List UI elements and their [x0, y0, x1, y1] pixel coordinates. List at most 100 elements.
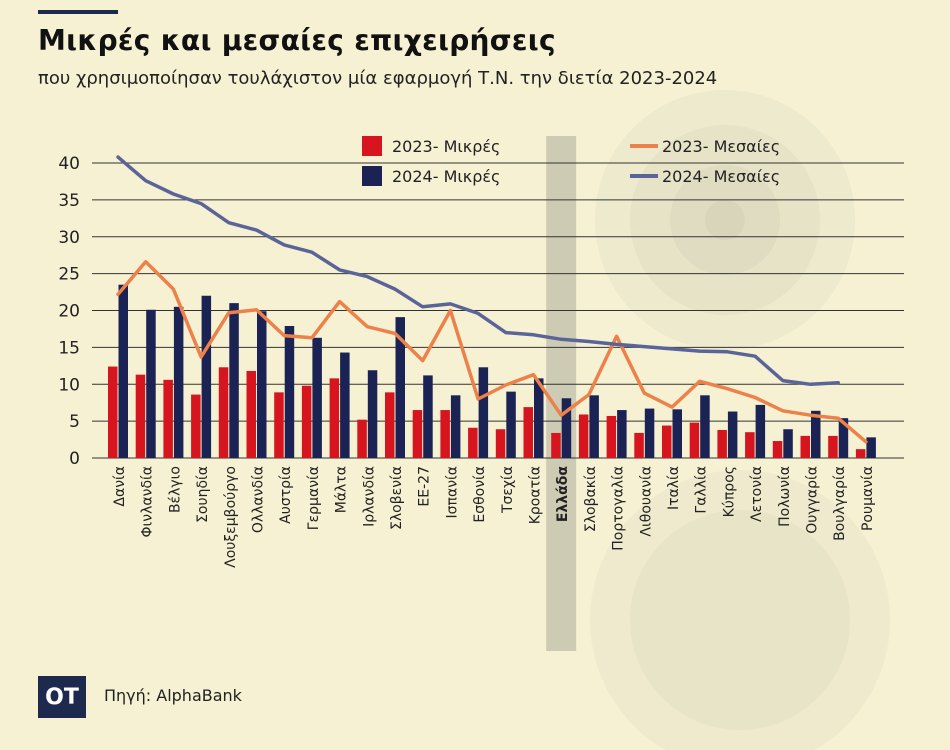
bar-2023-small	[855, 449, 866, 458]
bar-2024-small	[672, 409, 682, 458]
page-subtitle: που χρησιμοποίησαν τουλάχιστον μία εφαρμ…	[38, 68, 718, 89]
source-note: Πηγή: AlphaBank	[104, 686, 242, 705]
bar-2023-small	[357, 419, 367, 458]
y-tick-label: 35	[58, 191, 80, 211]
line-2024-medium	[116, 155, 840, 387]
x-tick-label: Δανία	[112, 466, 128, 507]
legend-label: 2023- Μεσαίες	[662, 137, 780, 156]
bar-2023-small	[717, 429, 727, 458]
bar-2024-small	[423, 375, 433, 458]
y-tick-label: 30	[58, 228, 80, 248]
legend-swatch	[362, 136, 382, 156]
x-tick-label: Ιταλία	[666, 466, 682, 510]
bar-2023-small	[662, 425, 672, 458]
bar-2023-small	[108, 366, 118, 458]
bar-2023-small	[828, 435, 838, 458]
x-tick-label: Ρουμανία	[860, 466, 876, 531]
gridlines	[92, 162, 904, 459]
x-tick-label: ΕΕ-27	[417, 466, 433, 507]
x-tick-label: Γερμανία	[306, 466, 322, 530]
x-tick-label: Ουγγαρία	[805, 466, 821, 534]
decor-circle	[705, 200, 745, 240]
bar-2024-small	[617, 410, 627, 458]
bar-2023-small	[135, 374, 146, 458]
bar-2023-small	[163, 379, 173, 458]
bar-2024-small	[589, 395, 599, 458]
x-axis-labels: Δανία Φινλανδία Βέλγιο Σουηδία Λουξεμβούργο Ο…	[112, 466, 876, 568]
bar-2023-small	[551, 432, 561, 458]
y-tick-label: 10	[58, 375, 80, 395]
legend-label: 2024- Μεσαίες	[662, 167, 780, 186]
line-2023-medium	[116, 260, 868, 444]
x-tick-label: Μάλτα	[334, 466, 350, 513]
background-decoration	[590, 90, 890, 750]
bar-2024-small	[201, 295, 212, 458]
bar-2023-small	[301, 385, 312, 458]
bar-2024-small	[312, 337, 322, 458]
bar-2024-small	[146, 309, 156, 458]
bar-2023-small	[329, 378, 340, 458]
top-accent-bar	[38, 10, 118, 14]
x-tick-label: Γαλλία	[694, 466, 710, 514]
bar-2024-small	[811, 410, 821, 458]
decor-circle	[670, 165, 780, 275]
bar-2023-small	[440, 410, 450, 458]
outlet-logo: ΟΤ	[38, 676, 86, 718]
x-tick-label: Πορτογαλία	[611, 466, 627, 551]
series-lines	[116, 155, 868, 444]
bar-2024-small	[478, 367, 489, 458]
x-tick-label: Κροατία	[528, 466, 544, 524]
x-tick-label: Ισπανία	[444, 466, 460, 518]
decor-circle	[590, 470, 890, 750]
bar-2023-small	[385, 392, 395, 458]
bar-2024-small	[450, 395, 461, 458]
bar-2024-small	[506, 391, 516, 458]
x-tick-label: Λουξεμβούργο	[223, 466, 239, 568]
x-tick-label: Σλοβακία	[583, 466, 599, 532]
bars	[108, 284, 876, 458]
bar-2024-small	[561, 398, 572, 458]
x-tick-label: Τσεχία	[500, 466, 516, 514]
y-tick-label: 20	[58, 302, 80, 322]
bar-2023-small	[634, 432, 644, 458]
bar-2024-small	[118, 284, 128, 458]
bar-2024-small	[229, 303, 239, 458]
x-tick-label: Ελλάδα	[555, 466, 571, 523]
bar-2023-small	[191, 394, 201, 458]
x-tick-label: Ολλανδία	[251, 466, 267, 533]
x-tick-label: Βέλγιο	[167, 466, 183, 513]
x-tick-label: Κύπρος	[721, 466, 737, 517]
bar-2024-small	[727, 411, 738, 458]
legend-swatch	[362, 166, 382, 186]
bar-2024-small	[367, 370, 378, 458]
bar-2024-small	[838, 418, 849, 458]
bar-2023-small	[246, 370, 256, 458]
highlight-band-rect	[546, 136, 577, 651]
bar-2024-small	[284, 325, 295, 458]
bar-2023-small	[606, 415, 617, 458]
x-tick-label: Βουλγαρία	[832, 466, 848, 541]
bar-2024-small	[173, 306, 184, 458]
bar-2023-small	[495, 429, 506, 458]
x-tick-label: Αυστρία	[278, 466, 294, 524]
bar-2023-small	[218, 367, 229, 458]
y-tick-label: 15	[58, 338, 80, 358]
y-axis-ticks: 0 5 10 15 20 25 30 35 40	[58, 154, 80, 469]
legend: 2023- Μικρές 2024- Μικρές 2023- Μεσαίες 202…	[362, 136, 780, 186]
bar-2024-small	[257, 311, 267, 458]
bar-2024-small	[395, 317, 405, 458]
bar-2023-small	[800, 435, 810, 458]
bar-2023-small	[468, 427, 478, 458]
bar-2023-small	[578, 414, 589, 458]
highlight-band	[546, 136, 577, 651]
bar-2023-small	[772, 441, 783, 458]
y-tick-label: 0	[69, 449, 80, 469]
bar-2024-small	[534, 378, 544, 458]
x-tick-label: Φινλανδία	[140, 466, 156, 537]
bar-2023-small	[274, 392, 284, 458]
bar-2023-small	[745, 432, 755, 458]
x-tick-label: Ιρλανδία	[361, 466, 377, 527]
page-title: Μικρές και μεσαίες επιχειρήσεις	[38, 24, 556, 57]
x-tick-label: Λιθουανία	[638, 466, 654, 537]
bar-2024-small	[700, 395, 710, 458]
